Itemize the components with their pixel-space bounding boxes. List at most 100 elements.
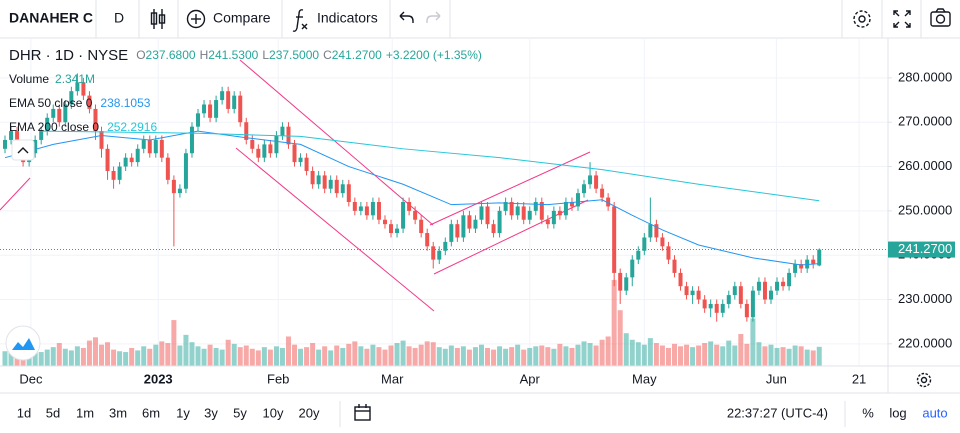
candle-body — [624, 277, 629, 291]
volume-bar — [135, 350, 141, 366]
range-button[interactable]: 10y — [263, 405, 284, 420]
volume-bar — [171, 320, 177, 366]
indicators-button[interactable]: Indicators — [317, 10, 378, 26]
volume-bar — [635, 342, 641, 366]
range-button[interactable]: 3m — [109, 405, 127, 420]
volume-bar — [364, 348, 370, 366]
volume-bar — [147, 348, 153, 366]
log-button[interactable]: log — [889, 405, 906, 420]
trend-line[interactable] — [0, 177, 31, 211]
candle-body — [268, 144, 273, 154]
volume-bar — [430, 342, 436, 366]
range-button[interactable]: 3y — [204, 405, 218, 420]
candle-body — [811, 259, 816, 264]
volume-bar — [298, 348, 304, 366]
candle-body — [39, 131, 44, 140]
candle-body — [762, 281, 767, 300]
range-button[interactable]: 20y — [299, 405, 320, 420]
volume-bar — [129, 347, 135, 366]
indicators-icon[interactable] — [292, 9, 308, 32]
y-tick-label: 270.0000 — [898, 114, 952, 129]
volume-bar — [503, 348, 509, 366]
volume-bar — [563, 346, 569, 366]
volume-bar — [32, 347, 38, 366]
auto-button[interactable]: auto — [922, 405, 947, 420]
volume-bar — [472, 347, 478, 366]
candle-body — [340, 184, 345, 194]
candle-body — [401, 202, 406, 229]
candle-body — [497, 210, 502, 234]
range-button[interactable]: 5d — [46, 405, 60, 420]
volume-bar — [684, 344, 690, 366]
compare-icon[interactable] — [186, 9, 206, 29]
candle-body — [431, 246, 436, 260]
volume-bar — [394, 343, 400, 366]
candle-body — [678, 272, 683, 287]
collapse-legend-button[interactable] — [11, 139, 35, 161]
redo-button[interactable] — [426, 11, 441, 23]
last-price-label: 241.2700 — [898, 241, 952, 256]
range-button[interactable]: 1y — [176, 405, 190, 420]
volume-bar — [310, 343, 316, 366]
volume-bar — [346, 343, 352, 366]
trend-line[interactable] — [235, 147, 435, 312]
clock: 22:37:27 (UTC-4) — [727, 405, 828, 420]
trend-line[interactable] — [429, 151, 591, 226]
volume-bar — [641, 344, 647, 366]
volume-bar — [497, 346, 503, 366]
compare-button[interactable]: Compare — [213, 10, 271, 26]
undo-button[interactable] — [399, 11, 414, 23]
volume-bar — [279, 347, 285, 366]
trend-line[interactable] — [433, 199, 589, 275]
candle-body — [527, 210, 532, 220]
volume-bar — [183, 334, 189, 366]
volume-bar — [44, 349, 50, 366]
candle-body — [57, 108, 62, 123]
candle-body — [606, 197, 611, 207]
candle-body — [226, 91, 231, 109]
volume-bar — [545, 347, 551, 366]
volume-bar — [774, 347, 780, 366]
top-toolbar: DANAHER C D Compare Indicators — [0, 0, 960, 39]
volume-bar — [328, 350, 334, 366]
logo[interactable] — [5, 325, 41, 361]
candle-body — [485, 206, 490, 225]
bottom-toolbar: 22:37:27 (UTC-4) % log auto 1d 5d 1m 3m 6m 1y… — [17, 401, 948, 427]
volume-bar — [551, 348, 557, 366]
fullscreen-button[interactable] — [893, 10, 911, 28]
interval-button[interactable]: D — [114, 10, 124, 26]
volume-bar — [690, 347, 696, 366]
volume-bar — [74, 346, 80, 366]
trend-line[interactable] — [239, 59, 434, 226]
range-button[interactable]: 1m — [76, 405, 94, 420]
drawings — [0, 59, 591, 312]
volume-bar — [406, 346, 412, 366]
volume-bar — [780, 347, 786, 366]
range-button[interactable]: 1d — [17, 405, 31, 420]
date-range-button[interactable] — [354, 404, 371, 421]
candle-body — [696, 290, 701, 300]
candle-body — [545, 219, 550, 225]
axis-settings-button[interactable] — [916, 372, 932, 388]
range-button[interactable]: 6m — [142, 405, 160, 420]
volume-bar — [804, 349, 810, 366]
candle-body — [708, 303, 713, 309]
volume-bar — [273, 346, 279, 366]
percent-button[interactable]: % — [862, 405, 874, 420]
range-button[interactable]: 5y — [233, 405, 247, 420]
candle-body — [618, 272, 623, 291]
volume-bar — [56, 343, 62, 366]
candle-body — [582, 184, 587, 194]
candle-body — [370, 202, 375, 216]
settings-button[interactable] — [853, 10, 871, 28]
symbol-button[interactable]: DANAHER C — [9, 10, 93, 26]
candles — [3, 73, 822, 322]
candle-body — [232, 95, 237, 109]
volume-bar — [285, 336, 291, 366]
volume-bar — [696, 345, 702, 366]
volume-bar — [599, 339, 605, 366]
candle-body — [509, 202, 514, 216]
volume-bar — [50, 347, 56, 366]
screenshot-button[interactable] — [930, 8, 951, 27]
chart-type-button[interactable] — [150, 9, 166, 29]
